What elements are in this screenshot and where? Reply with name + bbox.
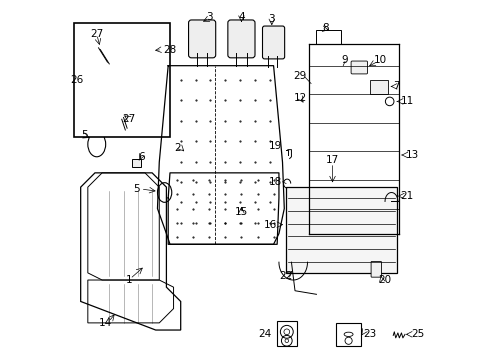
Text: 13: 13: [406, 150, 419, 160]
Text: 17: 17: [326, 156, 339, 165]
FancyBboxPatch shape: [126, 41, 153, 60]
Text: 27: 27: [122, 114, 136, 124]
Text: 15: 15: [235, 207, 248, 217]
Text: 3: 3: [206, 13, 213, 22]
Text: 29: 29: [294, 71, 307, 81]
Text: 5: 5: [81, 130, 88, 140]
FancyBboxPatch shape: [263, 26, 285, 59]
Bar: [132, 158, 142, 167]
Bar: [286, 187, 397, 273]
FancyBboxPatch shape: [228, 20, 255, 58]
Text: 7: 7: [393, 81, 400, 91]
Text: 11: 11: [400, 96, 414, 107]
Bar: [370, 80, 388, 94]
Text: 19: 19: [270, 141, 283, 151]
Text: 23: 23: [363, 329, 376, 339]
Text: 27: 27: [90, 28, 103, 39]
Text: 22: 22: [279, 271, 293, 282]
Text: 18: 18: [270, 177, 283, 187]
Text: 28: 28: [163, 45, 176, 55]
Text: 9: 9: [342, 55, 348, 65]
Text: 4: 4: [238, 13, 245, 22]
Text: 16: 16: [264, 220, 277, 230]
Text: 5: 5: [133, 184, 139, 194]
Text: 12: 12: [294, 93, 307, 103]
Text: 25: 25: [411, 329, 424, 339]
Bar: [277, 321, 297, 346]
Bar: [74, 23, 170, 137]
FancyBboxPatch shape: [351, 61, 368, 74]
Text: 26: 26: [71, 75, 84, 85]
Text: 8: 8: [322, 23, 329, 33]
Text: 2: 2: [174, 143, 180, 153]
Text: 1: 1: [125, 275, 132, 285]
FancyBboxPatch shape: [371, 261, 381, 277]
Text: 21: 21: [400, 191, 414, 201]
FancyBboxPatch shape: [189, 20, 216, 58]
Text: 14: 14: [99, 318, 112, 328]
Text: 10: 10: [374, 55, 387, 65]
Text: 20: 20: [378, 275, 391, 285]
Bar: [336, 323, 361, 346]
Text: 6: 6: [138, 152, 145, 162]
Text: 24: 24: [259, 329, 272, 339]
Bar: [317, 30, 342, 44]
Text: 3: 3: [269, 14, 275, 24]
FancyBboxPatch shape: [84, 96, 131, 125]
